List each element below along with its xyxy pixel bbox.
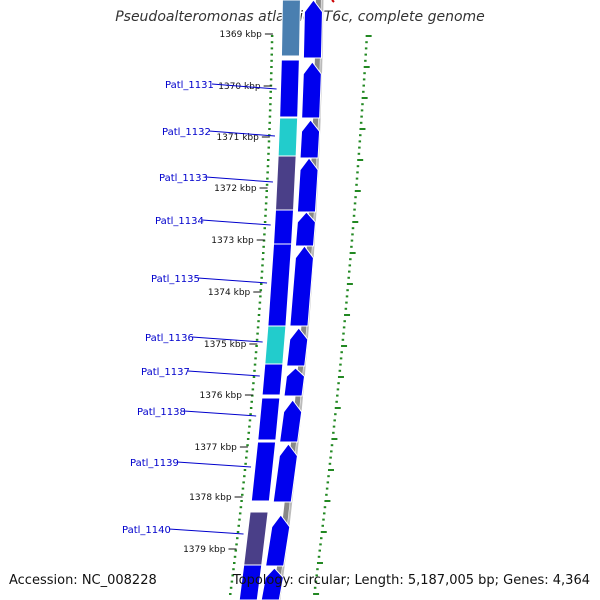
gene-leader-line — [187, 370, 260, 377]
gene-arrow-right — [296, 157, 319, 213]
gene-label: Patl_1139 — [130, 458, 179, 469]
feature-edge-mark — [331, 0, 335, 3]
gene-block-left — [243, 511, 269, 566]
gene-leader-line — [176, 461, 252, 468]
gene-label: Patl_1131 — [165, 80, 214, 91]
gene-block-left — [267, 243, 293, 327]
kbp-tick-label: 1376 kbp — [200, 391, 243, 401]
gene-label: Patl_1133 — [159, 173, 208, 184]
kbp-tick-label: 1378 kbp — [189, 493, 232, 503]
gene-block-left — [280, 0, 301, 57]
gene-arrow-right — [260, 567, 284, 600]
gene-arrow-right — [286, 327, 309, 367]
kbp-tick-label: 1375 kbp — [204, 340, 247, 350]
kbp-tick-label: 1371 kbp — [216, 133, 259, 143]
gene-arrow-right — [279, 399, 303, 443]
gene-label: Patl_1136 — [145, 333, 194, 344]
gene-block-left — [277, 117, 299, 157]
gene-leader-line — [183, 410, 257, 417]
gene-block-left — [261, 363, 284, 396]
gene-arrow-right — [283, 367, 306, 397]
kbp-tick-label: 1374 kbp — [208, 288, 251, 298]
gene-label: Patl_1132 — [162, 127, 211, 138]
gene-label: Patl_1140 — [122, 525, 171, 536]
gene-arrow-right — [302, 0, 323, 59]
gene-label: Patl_1138 — [137, 407, 186, 418]
genome-summary-text: Topology: circular; Length: 5,187,005 bp… — [232, 573, 590, 588]
gene-leader-line — [168, 528, 244, 535]
gene-arrow-right — [289, 245, 314, 327]
gene-leader-line — [201, 219, 271, 226]
gene-block-left — [279, 59, 300, 118]
gene-leader-line — [205, 176, 273, 183]
gene-leader-line — [197, 277, 268, 284]
gene-block-left — [274, 155, 297, 211]
gene-leader-line — [211, 83, 277, 90]
gene-block-left — [250, 441, 277, 502]
gene-block-left — [257, 397, 281, 441]
gene-block-left — [238, 564, 263, 600]
kbp-tick-label: 1369 kbp — [219, 30, 262, 40]
gene-leader-line — [191, 336, 263, 343]
kbp-tick-label: 1377 kbp — [194, 443, 237, 453]
gene-label: Patl_1134 — [155, 216, 204, 227]
kbp-tick-label: 1379 kbp — [183, 545, 226, 555]
gene-leader-line — [208, 130, 276, 137]
kbp-tick-label: 1373 kbp — [211, 236, 254, 246]
gene-arrow-right — [272, 443, 298, 503]
gene-arrow-right — [301, 61, 322, 119]
accession-text: Accession: NC_008228 — [9, 573, 157, 588]
gene-block-left — [264, 325, 287, 365]
gene-block-left — [273, 209, 295, 245]
gene-label: Patl_1135 — [151, 274, 200, 285]
gene-label: Patl_1137 — [141, 367, 190, 378]
gene-arrow-right — [265, 514, 291, 567]
kbp-tick-label: 1372 kbp — [214, 184, 257, 194]
kbp-tick-label: 1370 kbp — [218, 82, 261, 92]
